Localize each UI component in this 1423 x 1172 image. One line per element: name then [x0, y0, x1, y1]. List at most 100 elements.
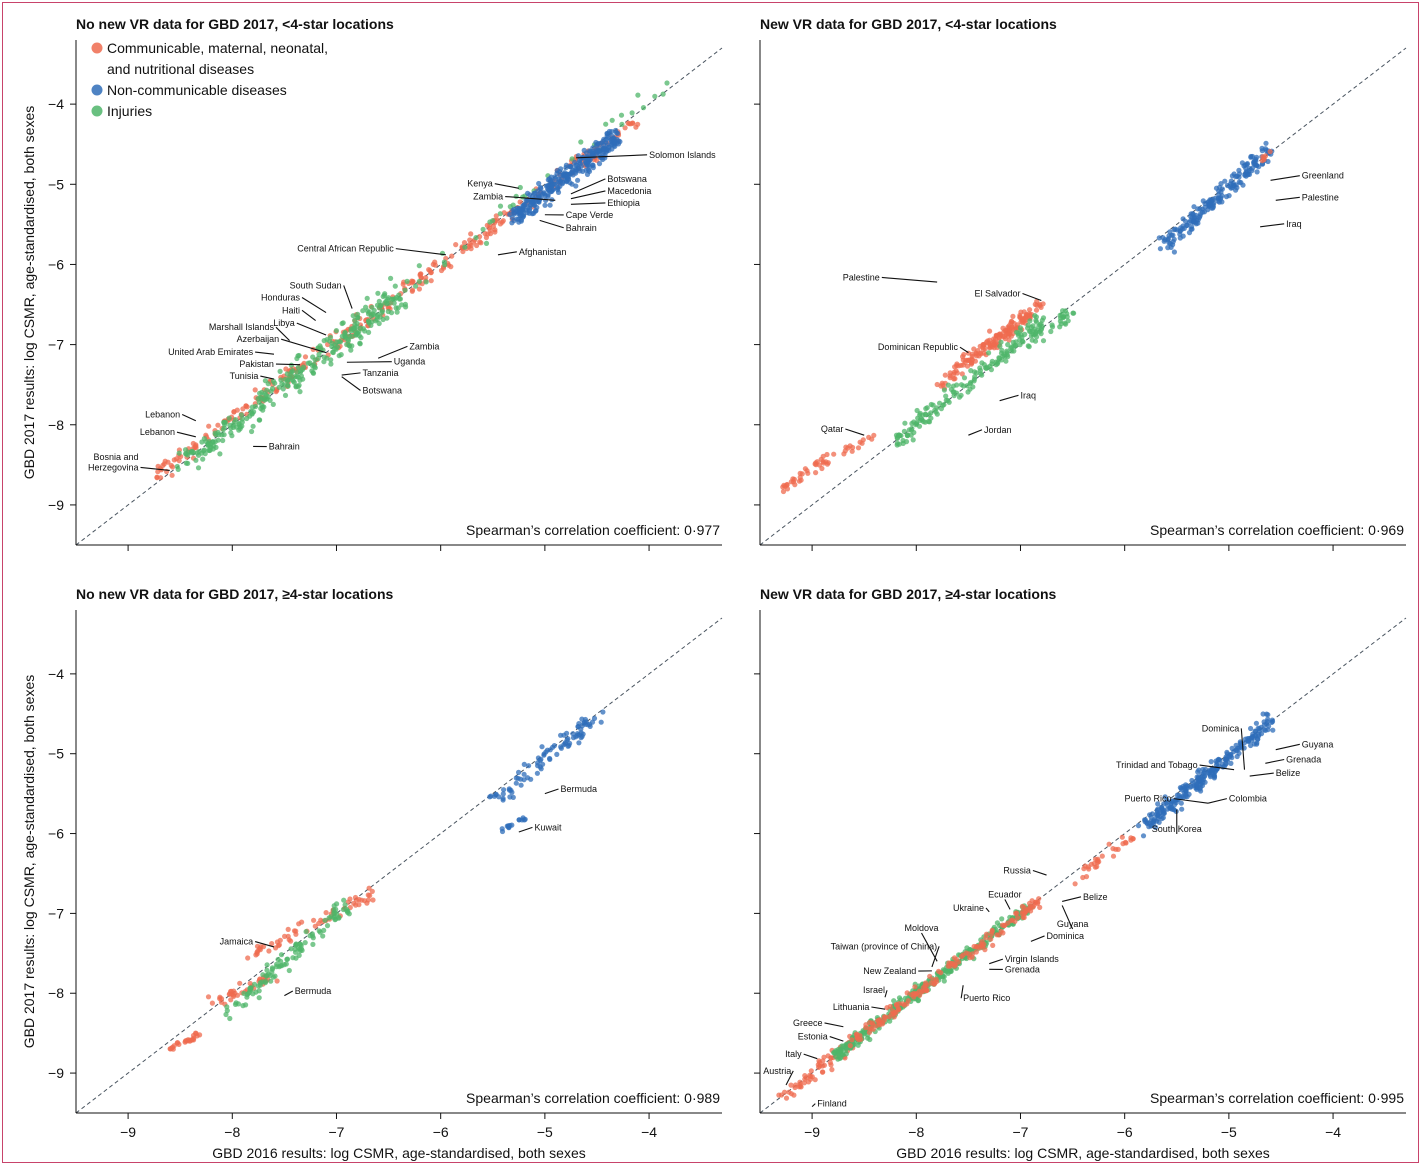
- point-injuries: [289, 946, 294, 951]
- point-ncd: [533, 209, 538, 214]
- point-cmnn: [245, 955, 250, 960]
- point-ncd: [612, 139, 617, 144]
- point-ncd: [545, 748, 550, 753]
- point-injuries: [996, 355, 1001, 360]
- annotation-leader: [284, 991, 292, 996]
- point-injuries: [403, 288, 408, 293]
- point-injuries: [278, 377, 283, 382]
- point-injuries: [196, 465, 201, 470]
- point-injuries: [259, 390, 264, 395]
- annotation-label: Jordan: [984, 425, 1012, 435]
- point-cmnn: [190, 1037, 195, 1042]
- point-cmnn: [282, 934, 287, 939]
- point-cmnn: [172, 457, 177, 462]
- annotation-leader: [342, 373, 361, 375]
- point-ncd: [597, 161, 602, 166]
- point-injuries: [322, 338, 327, 343]
- point-ncd: [514, 781, 519, 786]
- y-tick-label: −7: [48, 337, 64, 353]
- point-cmnn: [943, 373, 948, 378]
- point-cmnn: [955, 370, 960, 375]
- point-injuries: [473, 235, 478, 240]
- point-cmnn: [1262, 157, 1267, 162]
- point-ncd: [577, 158, 582, 163]
- annotation-leader: [344, 285, 352, 308]
- point-ncd: [527, 192, 532, 197]
- point-cmnn: [863, 1022, 868, 1027]
- point-injuries: [833, 1054, 838, 1059]
- point-cmnn: [1007, 323, 1012, 328]
- annotation-label: Lebanon: [145, 410, 180, 420]
- point-ncd: [539, 744, 544, 749]
- point-injuries: [278, 369, 283, 374]
- point-injuries: [287, 968, 292, 973]
- y-axis-label: GBD 2017 results: log CSMR, age-standard…: [21, 106, 37, 480]
- point-cmnn: [856, 445, 861, 450]
- point-cmnn: [1095, 857, 1100, 862]
- point-ncd: [1171, 239, 1176, 244]
- point-cmnn: [1086, 866, 1091, 871]
- annotation-label: Bahrain: [566, 223, 597, 233]
- point-injuries: [462, 245, 467, 250]
- point-injuries: [962, 375, 967, 380]
- point-injuries: [1025, 325, 1030, 330]
- point-injuries: [313, 365, 318, 370]
- point-ncd: [546, 177, 551, 182]
- point-cmnn: [1073, 881, 1078, 886]
- point-ncd: [1158, 246, 1163, 251]
- point-ncd: [1263, 728, 1268, 733]
- point-ncd: [1232, 171, 1237, 176]
- annotation-leader: [1265, 759, 1284, 763]
- annotation-leader: [571, 203, 605, 204]
- point-cmnn: [894, 1002, 899, 1007]
- point-injuries: [942, 387, 947, 392]
- panel-bottom-right: New VR data for GBD 2017, ≥4-star locati…: [754, 586, 1406, 1161]
- annotation-label: Azerbaijan: [237, 334, 280, 344]
- point-cmnn: [292, 928, 297, 933]
- point-injuries: [1022, 332, 1027, 337]
- annotation-label: Bermuda: [561, 784, 598, 794]
- point-cmnn: [798, 1084, 803, 1089]
- point-cmnn: [924, 988, 929, 993]
- point-injuries: [442, 262, 447, 267]
- point-cmnn: [927, 974, 932, 979]
- annotation-leader: [255, 352, 274, 354]
- point-ncd: [577, 168, 582, 173]
- annotation-leader: [885, 990, 887, 997]
- point-ncd: [1172, 249, 1177, 254]
- y-tick-label: −8: [48, 417, 64, 433]
- point-ncd: [509, 790, 514, 795]
- point-cmnn: [1010, 314, 1015, 319]
- point-injuries: [1050, 322, 1055, 327]
- x-tick-label: −6: [433, 1124, 449, 1140]
- annotation-label: Greece: [793, 1018, 823, 1028]
- annotation-label: Guyana: [1057, 919, 1089, 929]
- annotation-label: Uganda: [394, 357, 426, 367]
- point-cmnn: [495, 218, 500, 223]
- point-ncd: [1206, 771, 1211, 776]
- point-ncd: [1255, 736, 1260, 741]
- point-ncd: [1178, 225, 1183, 230]
- point-ncd: [575, 733, 580, 738]
- point-ncd: [1259, 725, 1264, 730]
- point-injuries: [186, 450, 191, 455]
- point-injuries: [933, 409, 938, 414]
- legend-label: Non-communicable diseases: [107, 82, 287, 98]
- point-ncd: [1214, 760, 1219, 765]
- point-cmnn: [1015, 915, 1020, 920]
- point-injuries: [909, 428, 914, 433]
- point-injuries: [334, 339, 339, 344]
- point-cmnn: [1023, 315, 1028, 320]
- point-injuries: [222, 422, 227, 427]
- point-injuries: [339, 352, 344, 357]
- points: [168, 709, 606, 1051]
- point-injuries: [904, 439, 909, 444]
- point-ncd: [1183, 782, 1188, 787]
- point-injuries: [227, 1016, 232, 1021]
- point-injuries: [365, 296, 370, 301]
- point-injuries: [1038, 321, 1043, 326]
- point-cmnn: [976, 353, 981, 358]
- point-cmnn: [912, 984, 917, 989]
- point-ncd: [1166, 236, 1171, 241]
- point-cmnn: [988, 937, 993, 942]
